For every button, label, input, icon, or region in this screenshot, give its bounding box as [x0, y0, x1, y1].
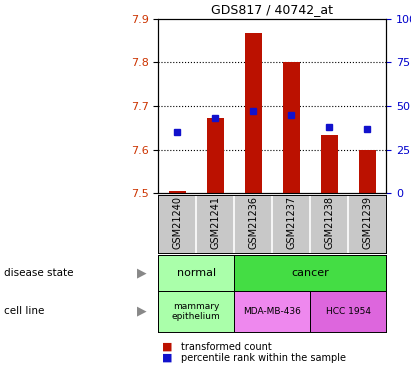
Bar: [359, 150, 376, 193]
Text: HCC 1954: HCC 1954: [326, 307, 371, 316]
Text: GSM21240: GSM21240: [172, 196, 182, 249]
Text: cell line: cell line: [4, 306, 44, 316]
Text: GSM21239: GSM21239: [363, 196, 372, 249]
Bar: [234, 291, 310, 332]
Text: ▶: ▶: [137, 305, 147, 318]
Text: transformed count: transformed count: [181, 342, 272, 352]
Text: ■: ■: [162, 353, 173, 363]
Bar: [321, 135, 338, 193]
Text: mammary
epithelium: mammary epithelium: [172, 302, 221, 321]
Text: normal: normal: [177, 268, 216, 278]
Text: percentile rank within the sample: percentile rank within the sample: [181, 353, 346, 363]
Text: GSM21238: GSM21238: [324, 196, 334, 249]
Text: GSM21241: GSM21241: [210, 196, 220, 249]
Bar: [245, 33, 262, 193]
Bar: [310, 291, 386, 332]
Bar: [207, 118, 224, 193]
Title: GDS817 / 40742_at: GDS817 / 40742_at: [211, 3, 333, 16]
Bar: [169, 191, 186, 193]
Text: MDA-MB-436: MDA-MB-436: [243, 307, 301, 316]
Bar: [234, 255, 386, 291]
Text: ▶: ▶: [137, 266, 147, 279]
Bar: [283, 62, 300, 193]
Bar: [158, 255, 234, 291]
Bar: [158, 291, 234, 332]
Text: GSM21237: GSM21237: [286, 196, 296, 249]
Text: ■: ■: [162, 342, 173, 352]
Text: disease state: disease state: [4, 268, 74, 278]
Text: cancer: cancer: [291, 268, 329, 278]
Text: GSM21236: GSM21236: [248, 196, 258, 249]
